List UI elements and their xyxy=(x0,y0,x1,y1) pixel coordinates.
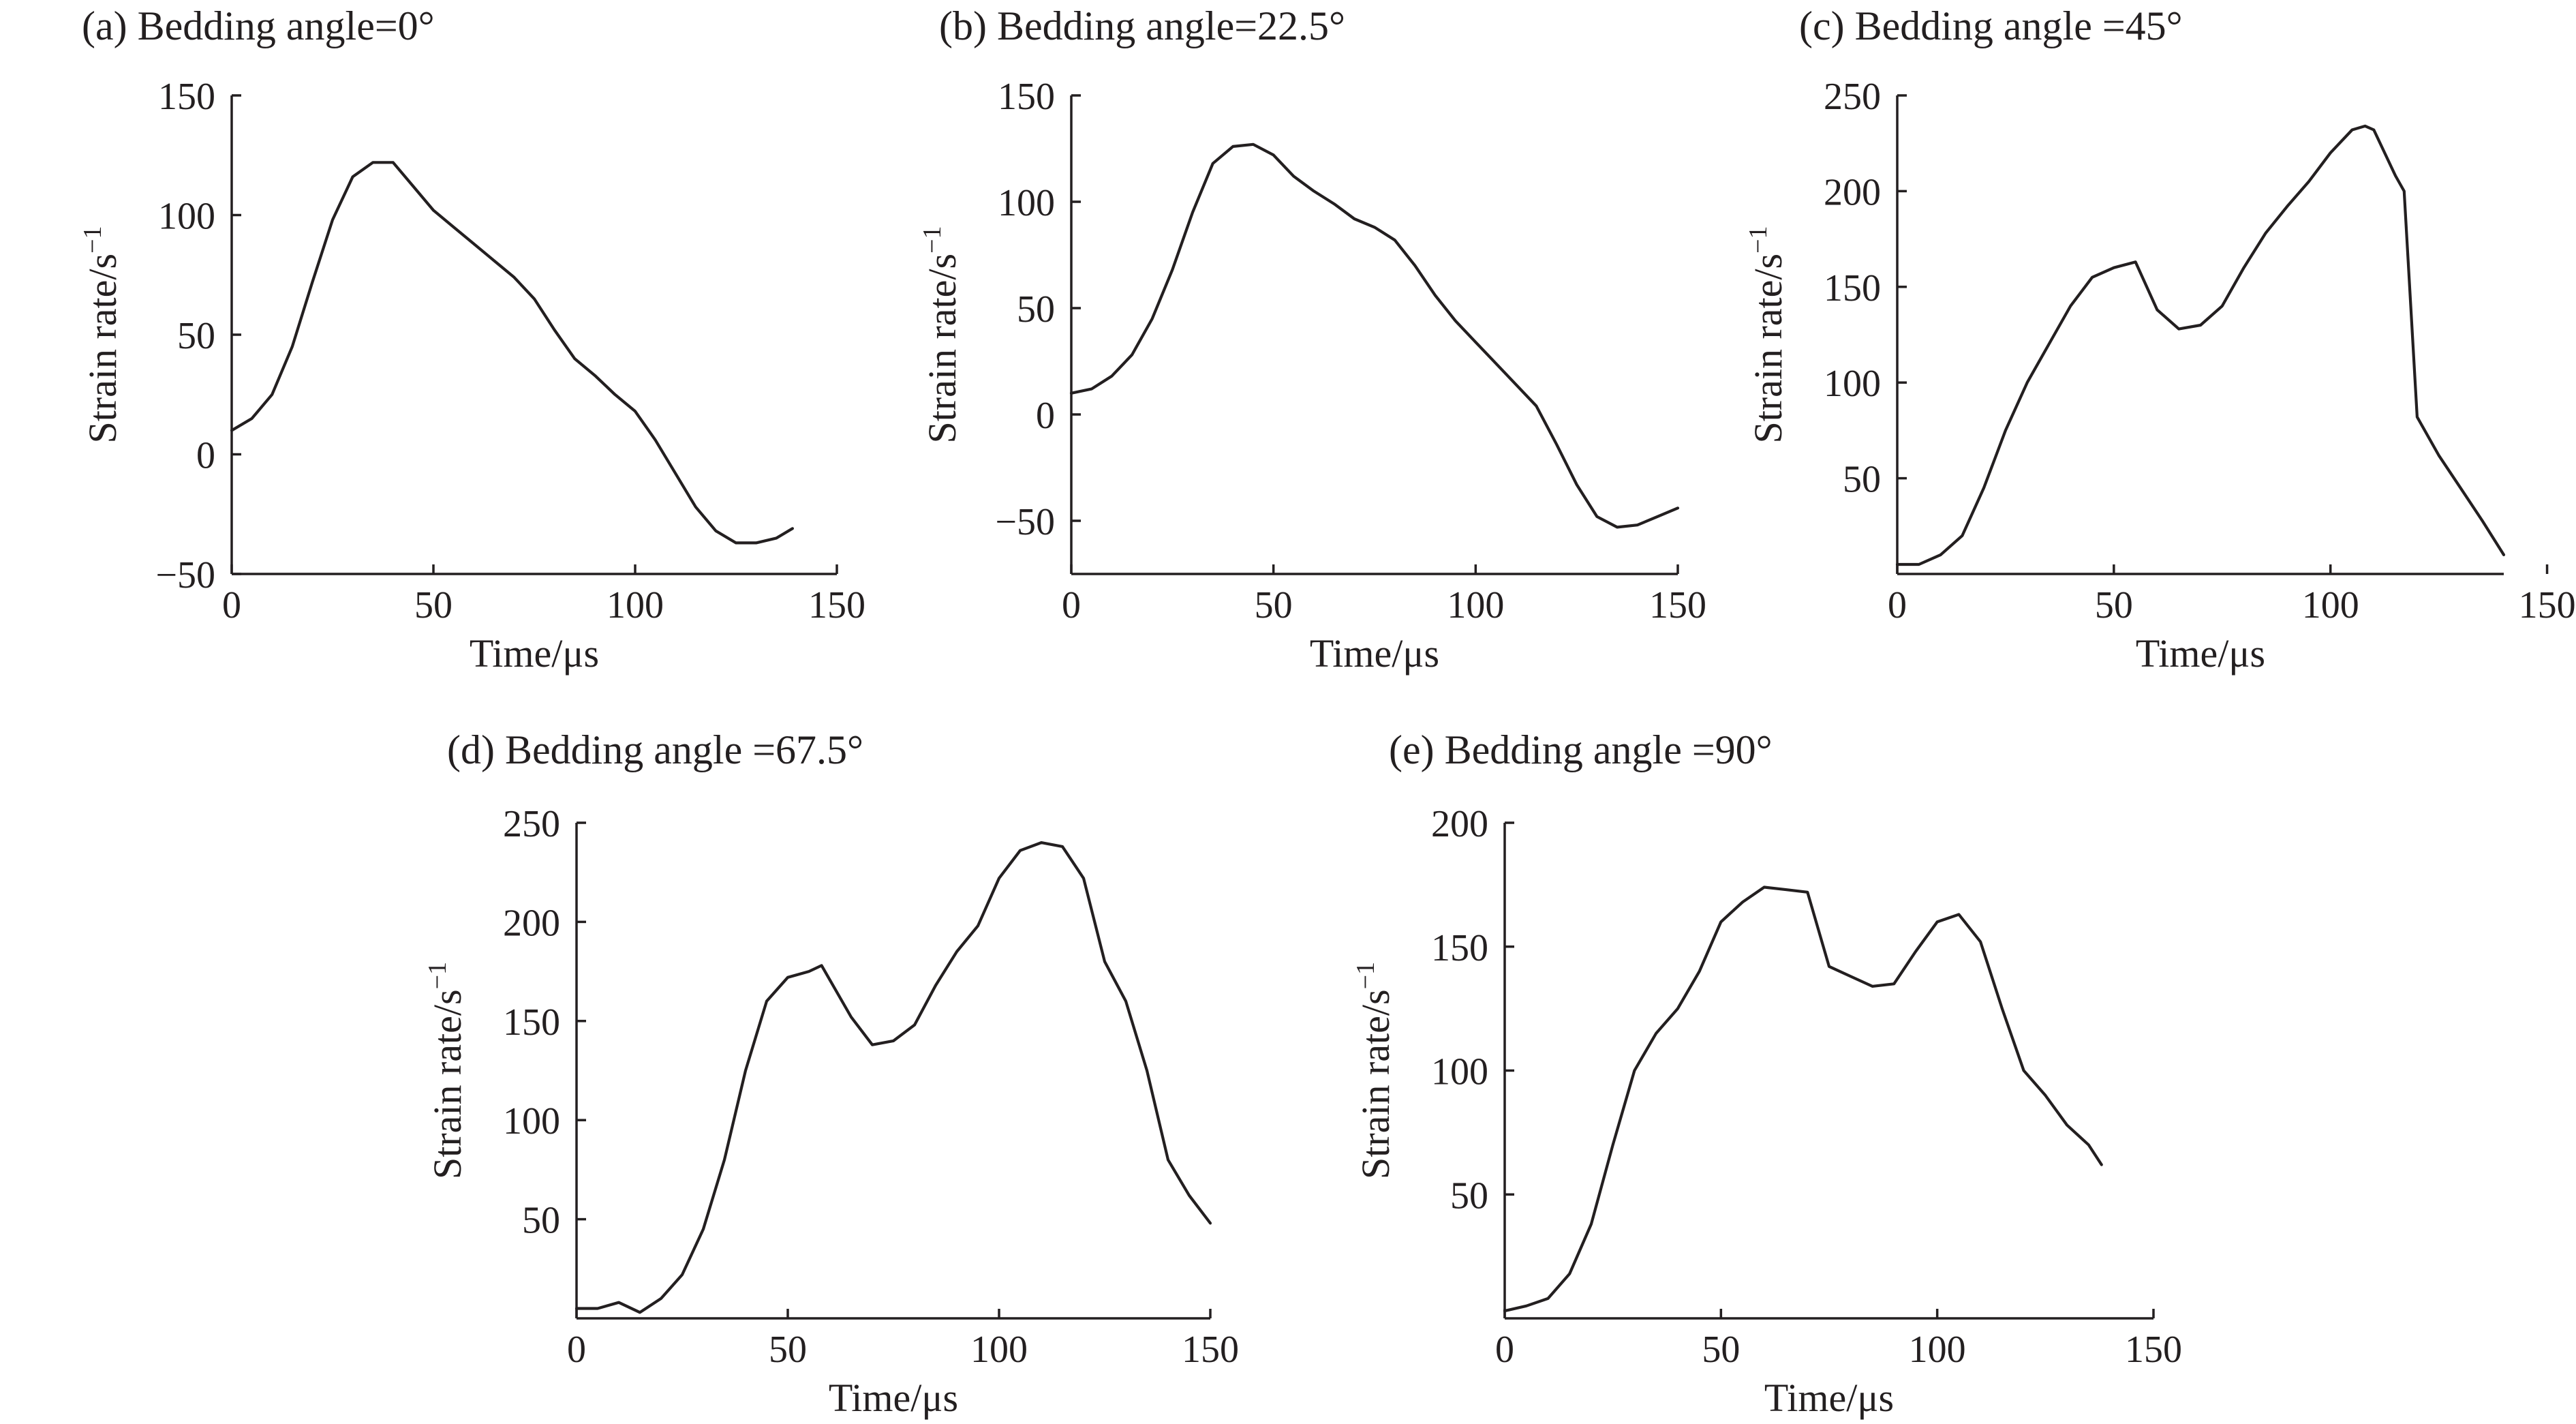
x-axis-label: Time/μs xyxy=(1310,631,1439,676)
y-axis-label-superscript: −1 xyxy=(918,226,947,253)
y-tick-label: 250 xyxy=(1824,76,1881,118)
x-tick-label: 150 xyxy=(1649,584,1706,626)
y-axis-label-superscript: −1 xyxy=(1744,226,1773,253)
y-tick-label: 0 xyxy=(1036,395,1055,437)
panel-title: (c) Bedding angle =45° xyxy=(1799,3,2183,48)
y-axis-label-text: Strain rate/s xyxy=(80,254,125,444)
x-tick-label: 150 xyxy=(2125,1329,2182,1371)
y-tick-label: 250 xyxy=(503,803,560,845)
series-line xyxy=(1895,124,2506,566)
y-axis-label-superscript: −1 xyxy=(1351,962,1380,989)
y-tick-label: 150 xyxy=(1431,927,1488,969)
x-axis-label: Time/μs xyxy=(829,1376,958,1420)
y-tick-label: 100 xyxy=(158,196,215,238)
y-tick-label: 200 xyxy=(1824,171,1881,213)
panel-title: (a) Bedding angle=0° xyxy=(82,3,435,48)
y-axis-label-text: Strain rate/s xyxy=(425,989,470,1179)
x-axis-label: Time/μs xyxy=(1764,1376,1894,1420)
x-tick-label: 100 xyxy=(607,584,664,626)
x-tick-label: 0 xyxy=(1888,584,1907,626)
x-tick-label: 100 xyxy=(1909,1329,1966,1371)
y-axis-label: Strain rate/s−1 xyxy=(1351,962,1398,1179)
x-tick-label: 150 xyxy=(2519,584,2576,626)
x-tick-label: 100 xyxy=(970,1329,1028,1371)
y-tick-label: −50 xyxy=(995,501,1055,543)
y-axis-label: Strain rate/s−1 xyxy=(918,226,964,443)
x-tick-label: 50 xyxy=(1702,1329,1740,1371)
x-tick-label: 50 xyxy=(2095,584,2133,626)
x-tick-label: 100 xyxy=(2302,584,2359,626)
x-axis-label: Time/μs xyxy=(2136,631,2265,676)
y-tick-label: 100 xyxy=(998,182,1055,224)
y-axis-label-superscript: −1 xyxy=(78,226,107,253)
y-tick-label: 100 xyxy=(503,1100,560,1142)
series-line xyxy=(1069,142,1680,529)
y-tick-label: 200 xyxy=(1431,803,1488,845)
y-tick-label: 150 xyxy=(998,76,1055,118)
y-tick-label: 200 xyxy=(503,902,560,944)
y-axis-label-text: Strain rate/s xyxy=(920,254,964,444)
x-tick-label: 0 xyxy=(567,1329,586,1371)
panel-title: (e) Bedding angle =90° xyxy=(1389,727,1773,772)
x-tick-label: 0 xyxy=(1495,1329,1514,1371)
y-tick-label: 100 xyxy=(1431,1051,1488,1093)
x-tick-label: 100 xyxy=(1447,584,1504,626)
x-tick-label: 0 xyxy=(1062,584,1081,626)
x-tick-label: 150 xyxy=(1182,1329,1239,1371)
x-tick-label: 150 xyxy=(808,584,865,626)
y-tick-label: 50 xyxy=(177,315,215,357)
series-line xyxy=(1503,885,2103,1313)
panel-title: (b) Bedding angle=22.5° xyxy=(939,3,1345,48)
chart-panel-d: (d) Bedding angle =67.5° 0 50 100 150 50 100 15… xyxy=(423,727,1239,1420)
series-line xyxy=(574,840,1212,1314)
y-axis-label-text: Strain rate/s xyxy=(1746,254,1790,444)
y-tick-label: 0 xyxy=(196,435,215,477)
y-axis-label-text: Strain rate/s xyxy=(1353,989,1398,1179)
x-tick-label: 50 xyxy=(414,584,453,626)
y-tick-label: 150 xyxy=(503,1001,560,1044)
x-tick-label: 50 xyxy=(769,1329,807,1371)
y-axis-label: Strain rate/s−1 xyxy=(78,226,125,443)
chart-panel-c: (c) Bedding angle =45° 0 50 100 150 50 100 150 2… xyxy=(1744,3,2576,676)
series-line xyxy=(230,161,795,545)
chart-panel-e: (e) Bedding angle =90° 0 50 100 150 50 100 150 2… xyxy=(1351,727,2182,1420)
y-axis-label: Strain rate/s−1 xyxy=(1744,226,1790,443)
y-tick-label: 50 xyxy=(522,1200,560,1242)
panel-title: (d) Bedding angle =67.5° xyxy=(447,727,863,772)
x-tick-label: 0 xyxy=(222,584,241,626)
y-tick-label: 50 xyxy=(1017,288,1055,331)
chart-panel-a: (a) Bedding angle=0°0 50 100 150−5005010015… xyxy=(78,3,865,676)
y-tick-label: 100 xyxy=(1824,363,1881,405)
x-tick-label: 50 xyxy=(1255,584,1293,626)
y-axis-label-superscript: −1 xyxy=(423,962,452,989)
y-tick-label: 50 xyxy=(1450,1175,1488,1217)
x-axis-label: Time/μs xyxy=(470,631,599,676)
y-tick-label: −50 xyxy=(155,554,215,596)
y-tick-label: 150 xyxy=(158,76,215,118)
y-tick-label: 50 xyxy=(1843,459,1881,501)
y-axis-label: Strain rate/s−1 xyxy=(423,962,470,1179)
chart-panel-b: (b) Bedding angle=22.5°0 50 100 150−5005010… xyxy=(918,3,1706,676)
y-tick-label: 150 xyxy=(1824,267,1881,309)
